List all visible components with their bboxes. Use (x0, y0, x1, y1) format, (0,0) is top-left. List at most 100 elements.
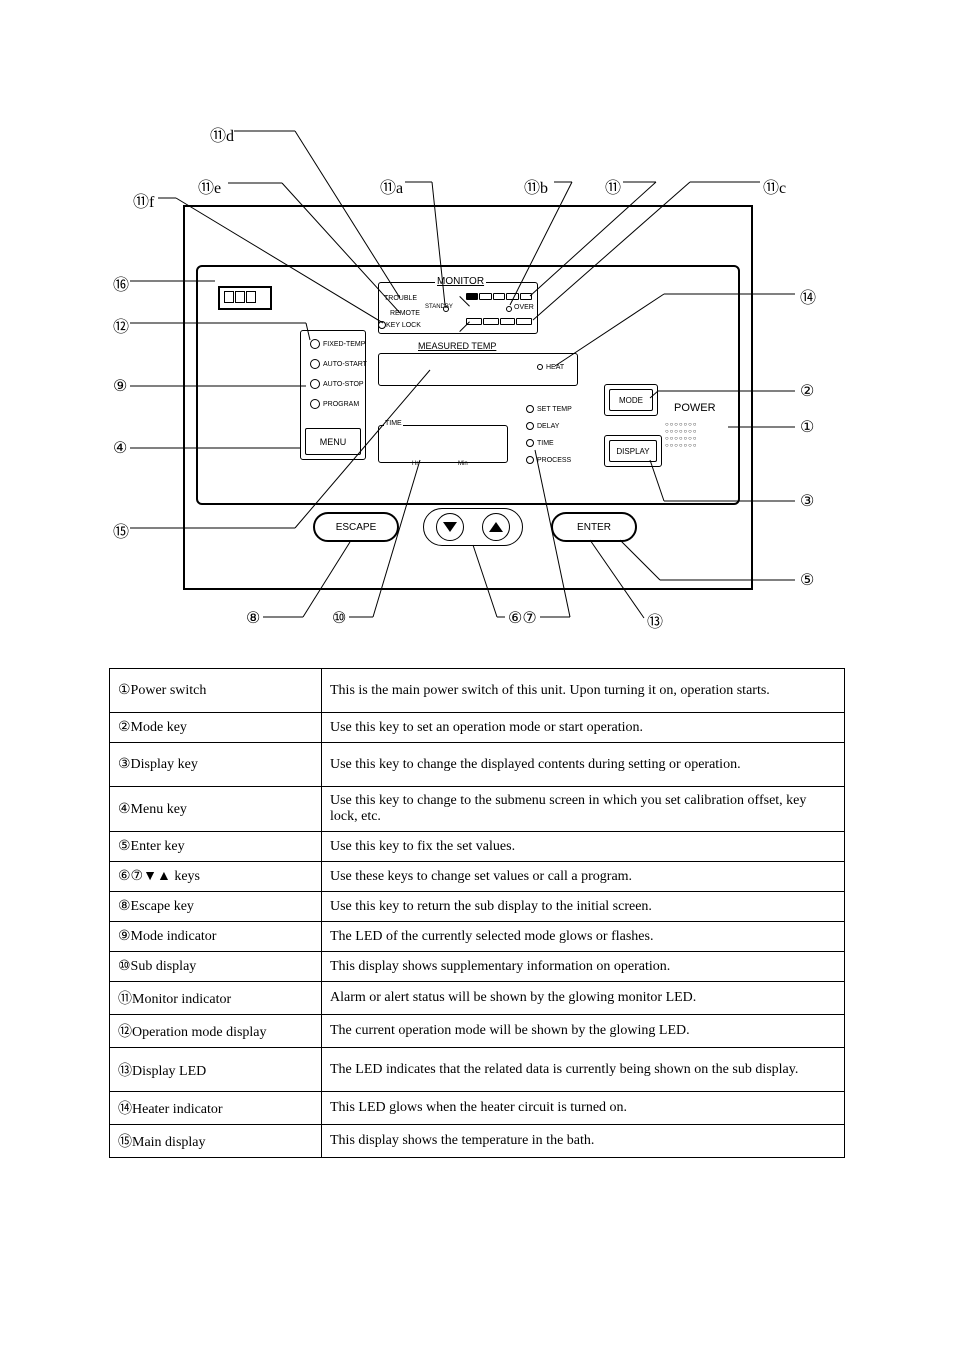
over-label: OVER (514, 304, 534, 311)
table-row: ①Power switchThis is the main power swit… (110, 669, 845, 713)
escape-key[interactable]: ESCAPE (313, 512, 399, 542)
table-cell-desc: This display shows supplementary informa… (322, 952, 845, 982)
table-cell-name: ⑬Display LED (110, 1048, 322, 1092)
table-row: ⑫Operation mode displayThe current opera… (110, 1015, 845, 1048)
table-cell-name: ⑪Monitor indicator (110, 982, 322, 1015)
callout-11c: ⑪c (763, 174, 786, 198)
callout-10: ⑩ (332, 608, 346, 628)
callout-3: ③ (800, 491, 814, 511)
table-row: ⑮Main displayThis display shows the temp… (110, 1125, 845, 1158)
table-cell-name: ⑮Main display (110, 1125, 322, 1158)
table-row: ⑭Heater indicatorThis LED glows when the… (110, 1092, 845, 1125)
standby-led (443, 306, 449, 312)
table-cell-desc: Use this key to change to the submenu sc… (322, 787, 845, 832)
callout-14: ⑭ (800, 284, 816, 308)
table-row: ⑨Mode indicatorThe LED of the currently … (110, 922, 845, 952)
delay-led: DELAY (526, 422, 559, 430)
table-cell-name: ⑤Enter key (110, 832, 322, 862)
table-cell-desc: The current operation mode will be shown… (322, 1015, 845, 1048)
enter-key[interactable]: ENTER (551, 512, 637, 542)
table-cell-desc: Use these keys to change set values or c… (322, 862, 845, 892)
measured-temp-title: MEASURED TEMP (416, 341, 498, 351)
table-cell-desc: The LED of the currently selected mode g… (322, 922, 845, 952)
callout-15: ⑮ (113, 518, 129, 542)
heat-label: HEAT (546, 364, 564, 371)
min-label: Min (458, 461, 468, 467)
table-row: ⑪Monitor indicatorAlarm or alert status … (110, 982, 845, 1015)
mode-fixed: FIXED-TEMP (310, 335, 367, 355)
callout-11e: ⑪e (198, 174, 221, 198)
overheat-digits (224, 291, 256, 303)
callout-4: ④ (113, 438, 127, 458)
time-label: TIME (384, 420, 403, 427)
table-cell-desc: Use this key to return the sub display t… (322, 892, 845, 922)
table-cell-desc: This LED glows when the heater circuit i… (322, 1092, 845, 1125)
table-row: ②Mode keyUse this key to set an operatio… (110, 713, 845, 743)
callout-11f: ⑪f (133, 188, 154, 212)
table-cell-desc: This is the main power switch of this un… (322, 669, 845, 713)
table-row: ③Display keyUse this key to change the d… (110, 743, 845, 787)
table-row: ⑬Display LEDThe LED indicates that the r… (110, 1048, 845, 1092)
keylock-label: KEY LOCK (386, 322, 421, 329)
table-cell-name: ⑨Mode indicator (110, 922, 322, 952)
heat-led (537, 364, 543, 370)
power-label: POWER (674, 402, 716, 414)
table-row: ⑩Sub displayThis display shows supplemen… (110, 952, 845, 982)
table-cell-name: ②Mode key (110, 713, 322, 743)
monitor-bar-top (466, 293, 532, 300)
process-led: PROCESS (526, 456, 571, 464)
table-cell-name: ⑩Sub display (110, 952, 322, 982)
callout-9: ⑨ (113, 376, 127, 396)
table-cell-name: ⑧Escape key (110, 892, 322, 922)
callout-67: ⑥⑦ (508, 608, 537, 628)
down-key[interactable] (436, 513, 464, 541)
table-cell-name: ⑭Heater indicator (110, 1092, 322, 1125)
callout-2: ② (800, 381, 814, 401)
callout-16: ⑯ (113, 271, 129, 295)
monitor-bar-bottom (466, 318, 532, 325)
table-row: ⑤Enter keyUse this key to fix the set va… (110, 832, 845, 862)
set-temp-led: SET TEMP (526, 405, 572, 413)
up-key[interactable] (482, 513, 510, 541)
table-cell-desc: Alarm or alert status will be shown by t… (322, 982, 845, 1015)
sub-display (378, 425, 508, 463)
remote-label: REMOTE (390, 310, 420, 317)
callout-13: ⑬ (647, 608, 663, 632)
mode-autostart: AUTO-START (310, 355, 367, 375)
table-row: ④Menu keyUse this key to change to the s… (110, 787, 845, 832)
callout-11: ⑪ (605, 174, 621, 198)
mode-indicator-stack: FIXED-TEMP AUTO-START AUTO-STOP PROGRAM (310, 335, 367, 415)
table-cell-desc: This display shows the temperature in th… (322, 1125, 845, 1158)
table-cell-desc: Use this key to change the displayed con… (322, 743, 845, 787)
callout-12: ⑫ (113, 313, 129, 337)
table-cell-name: ⑫Operation mode display (110, 1015, 322, 1048)
monitor-title: MONITOR (435, 276, 486, 287)
callout-5: ⑤ (800, 570, 814, 590)
mode-autostop: AUTO-STOP (310, 375, 367, 395)
mode-program: PROGRAM (310, 395, 367, 415)
table-cell-desc: Use this key to fix the set values. (322, 832, 845, 862)
table-row: ⑧Escape keyUse this key to return the su… (110, 892, 845, 922)
menu-key[interactable]: MENU (305, 428, 361, 455)
keylock-icon (378, 321, 386, 329)
callout-11a: ⑪a (380, 174, 403, 198)
callout-8: ⑧ (246, 608, 260, 628)
over-led (506, 306, 512, 312)
time-led: TIME (526, 439, 554, 447)
callout-11d: ⑪d (210, 122, 234, 146)
trouble-label: TROUBLE (384, 295, 417, 302)
callout-1: ① (800, 417, 814, 437)
display-key[interactable]: DISPLAY (609, 440, 657, 462)
table-cell-name: ①Power switch (110, 669, 322, 713)
table-row: ⑥⑦▼▲ keysUse these keys to change set va… (110, 862, 845, 892)
table-cell-name: ③Display key (110, 743, 322, 787)
table-cell-desc: Use this key to set an operation mode or… (322, 713, 845, 743)
hr-label: Hr (412, 461, 418, 467)
callout-11b: ⑪b (524, 174, 548, 198)
mode-key[interactable]: MODE (609, 389, 653, 411)
power-switch[interactable]: ○○○○○○○ ○○○○○○○ ○○○○○○○ ○○○○○○○ (665, 422, 697, 450)
table-cell-desc: The LED indicates that the related data … (322, 1048, 845, 1092)
table-cell-name: ⑥⑦▼▲ keys (110, 862, 322, 892)
table-cell-name: ④Menu key (110, 787, 322, 832)
spec-table: ①Power switchThis is the main power swit… (109, 668, 845, 1158)
